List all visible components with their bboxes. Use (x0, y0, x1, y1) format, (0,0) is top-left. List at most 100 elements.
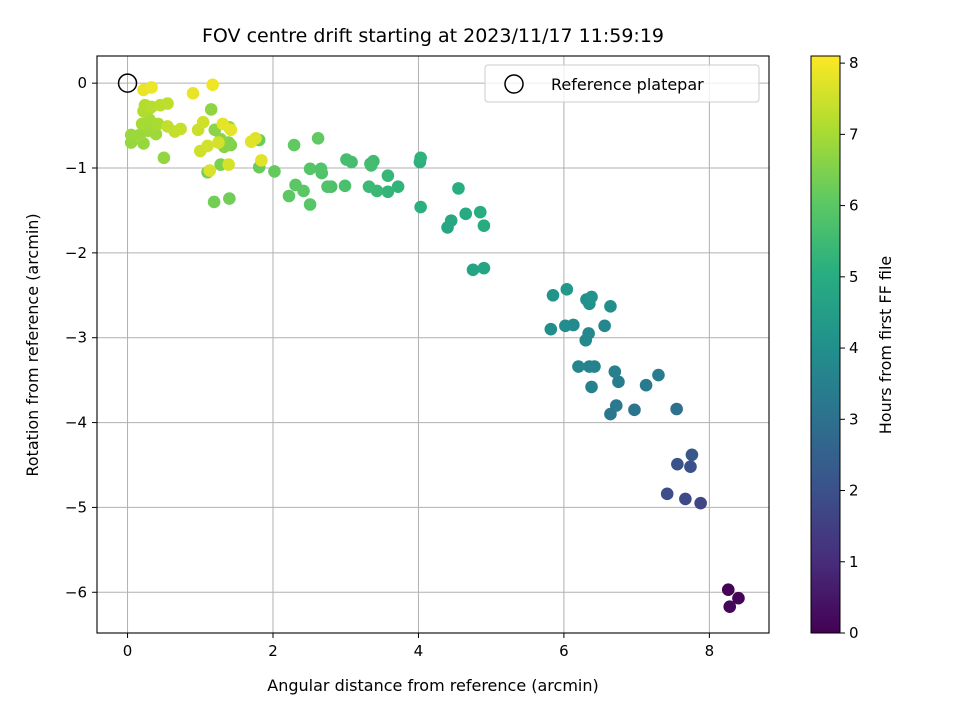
y-tick-label: −3 (65, 329, 87, 347)
data-point (608, 365, 622, 378)
data-point (186, 87, 200, 100)
data-point (609, 399, 623, 412)
data-point (544, 322, 558, 336)
data-point (559, 319, 572, 333)
data-point (391, 180, 405, 193)
data-point (414, 151, 427, 165)
y-tick-label: −4 (65, 414, 87, 432)
data-point (255, 154, 268, 167)
data-point (598, 319, 611, 333)
legend-box (484, 64, 760, 103)
data-point (560, 283, 574, 296)
data-point (583, 360, 596, 373)
data-point (473, 205, 487, 219)
data-point (212, 136, 225, 149)
data-point (362, 180, 376, 193)
colorbar-frame (810, 55, 841, 634)
data-point (639, 378, 653, 392)
data-point (679, 492, 692, 506)
data-point (732, 591, 745, 605)
data-point (660, 487, 674, 501)
legend: Reference platepar (484, 64, 760, 103)
data-point (579, 333, 593, 347)
grid (97, 56, 769, 633)
data-point (721, 583, 735, 597)
x-tick-label: 8 (705, 642, 715, 660)
data-point (477, 219, 491, 233)
colorbar-tick-label: 7 (849, 125, 859, 143)
y-tick-label: −1 (65, 159, 87, 177)
y-axis: 0 −1 −2 −3 −4 −5 −6 (65, 74, 97, 601)
reference-platepar-marker (117, 73, 138, 93)
colorbar-tick-label: 8 (849, 54, 859, 72)
data-point (572, 360, 585, 373)
data-point (585, 290, 598, 304)
legend-label: Reference platepar (551, 75, 704, 94)
data-point (224, 123, 238, 137)
data-point (604, 300, 617, 313)
data-point (321, 180, 334, 193)
x-tick-label: 0 (123, 642, 133, 660)
data-point (203, 164, 217, 177)
y-tick-label: −6 (65, 583, 87, 601)
colorbar-gradient (811, 56, 840, 633)
data-point (652, 368, 665, 382)
y-tick-label: 0 (77, 74, 87, 92)
x-axis-label: Angular distance from reference (arcmin) (267, 676, 598, 695)
data-point (157, 151, 171, 165)
x-tick-label: 6 (559, 642, 569, 660)
data-point (381, 185, 395, 199)
colorbar-tick-label: 4 (849, 339, 859, 357)
data-point (466, 263, 480, 277)
data-point (222, 158, 235, 171)
colorbar-tick-label: 5 (849, 268, 859, 286)
colorbar-label: Hours from first FF file (876, 256, 895, 435)
x-axis: 0 2 4 6 8 (123, 633, 714, 660)
data-point (694, 496, 707, 510)
data-point (723, 600, 737, 613)
data-point (244, 135, 258, 149)
x-tick-label: 4 (414, 642, 424, 660)
data-point (161, 97, 174, 110)
data-point (204, 103, 218, 116)
colorbar-tick-label: 6 (849, 197, 859, 215)
data-point (201, 139, 214, 153)
data-point (303, 198, 317, 211)
data-point (381, 169, 395, 182)
data-point (585, 380, 598, 394)
data-point (671, 457, 684, 471)
data-point (151, 117, 165, 131)
data-point (287, 138, 301, 152)
data-point (223, 192, 236, 205)
scatter-points (124, 78, 745, 613)
data-point (206, 78, 219, 92)
colorbar-ticks: 0 1 2 3 4 5 6 7 8 (840, 54, 859, 642)
data-point (311, 132, 325, 145)
data-point (145, 81, 158, 94)
y-tick-label: −5 (65, 498, 87, 516)
data-point (338, 179, 352, 193)
colorbar-tick-label: 3 (849, 410, 859, 428)
colorbar-tick-label: 1 (849, 553, 859, 571)
data-point (414, 200, 427, 214)
data-point (124, 128, 138, 142)
data-point (612, 375, 625, 389)
data-point (289, 178, 302, 192)
data-point (174, 122, 187, 136)
x-tick-label: 2 (268, 642, 278, 660)
data-point (444, 214, 458, 227)
y-tick-label: −2 (65, 244, 87, 262)
data-point (546, 288, 560, 302)
data-point (459, 207, 473, 221)
data-point (207, 195, 221, 209)
chart-title: FOV centre drift starting at 2023/11/17 … (202, 25, 664, 47)
data-point (364, 159, 378, 172)
data-point (477, 261, 491, 275)
colorbar-tick-label: 2 (849, 482, 859, 500)
legend-marker (504, 74, 524, 94)
data-point (303, 162, 317, 176)
data-point (340, 153, 353, 166)
data-point (670, 402, 683, 416)
data-point (314, 162, 328, 176)
data-point (628, 403, 641, 417)
